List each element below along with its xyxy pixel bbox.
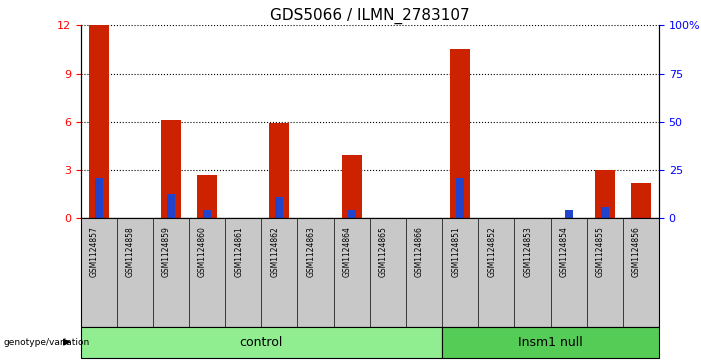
- Text: GSM1124856: GSM1124856: [632, 227, 641, 277]
- Bar: [197, 175, 217, 218]
- Bar: [594, 170, 615, 218]
- Text: GSM1124859: GSM1124859: [162, 227, 171, 277]
- Text: GSM1124854: GSM1124854: [559, 227, 569, 277]
- Bar: [167, 194, 175, 218]
- Text: GSM1124855: GSM1124855: [596, 227, 605, 277]
- Bar: [456, 178, 464, 218]
- Bar: [203, 210, 211, 218]
- Text: GSM1124860: GSM1124860: [198, 227, 207, 277]
- Text: GSM1124864: GSM1124864: [343, 227, 352, 277]
- Bar: [450, 49, 470, 218]
- Bar: [601, 207, 608, 218]
- Text: GSM1124862: GSM1124862: [271, 227, 280, 277]
- Title: GDS5066 / ILMN_2783107: GDS5066 / ILMN_2783107: [270, 8, 470, 24]
- Text: Insm1 null: Insm1 null: [518, 336, 583, 348]
- Bar: [348, 210, 355, 218]
- Bar: [161, 120, 181, 218]
- Text: GSM1124853: GSM1124853: [524, 227, 533, 277]
- Bar: [342, 155, 362, 218]
- Text: GSM1124866: GSM1124866: [415, 227, 424, 277]
- Bar: [631, 183, 651, 218]
- Bar: [275, 197, 283, 218]
- Text: GSM1124863: GSM1124863: [306, 227, 315, 277]
- Text: GSM1124861: GSM1124861: [234, 227, 243, 277]
- Bar: [81, 327, 442, 358]
- Bar: [564, 210, 573, 218]
- Text: GSM1124865: GSM1124865: [379, 227, 388, 277]
- Text: control: control: [240, 336, 283, 348]
- Text: GSM1124852: GSM1124852: [487, 227, 496, 277]
- Bar: [95, 178, 102, 218]
- Bar: [269, 123, 290, 218]
- Text: GSM1124851: GSM1124851: [451, 227, 460, 277]
- Text: genotype/variation: genotype/variation: [4, 338, 90, 347]
- Bar: [442, 327, 659, 358]
- Bar: [89, 25, 109, 218]
- Text: GSM1124858: GSM1124858: [126, 227, 135, 277]
- Text: GSM1124857: GSM1124857: [90, 227, 99, 277]
